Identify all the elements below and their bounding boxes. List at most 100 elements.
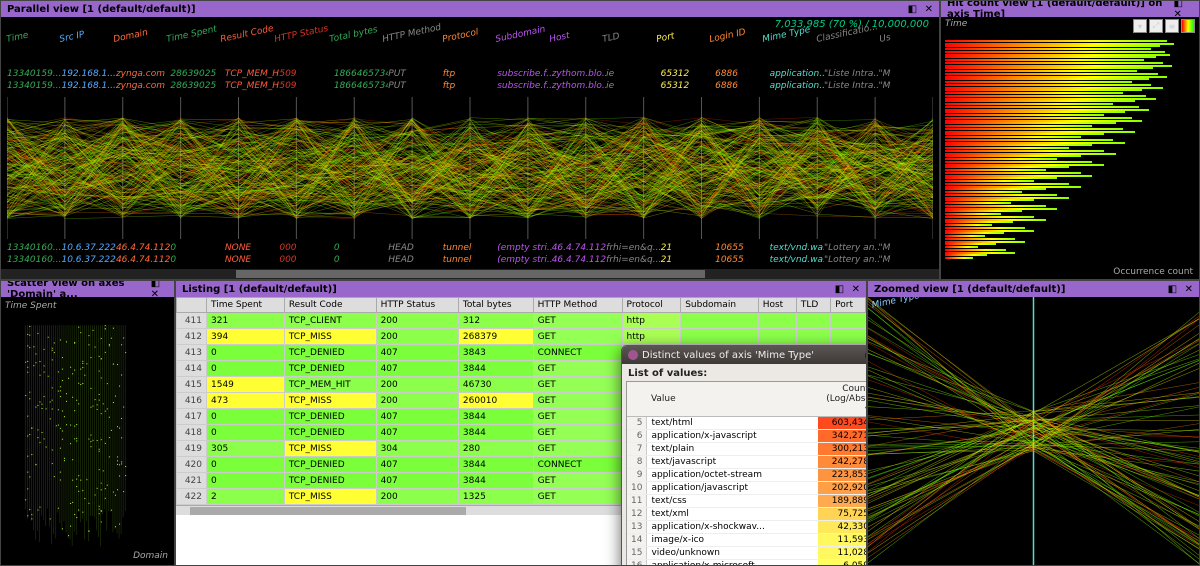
- table-cell[interactable]: [758, 313, 796, 329]
- detach-icon[interactable]: ◧: [151, 280, 160, 289]
- listing-body[interactable]: Time SpentResult CodeHTTP StatusTotal by…: [176, 297, 866, 565]
- axis-label[interactable]: Port: [655, 24, 710, 49]
- table-cell[interactable]: [681, 329, 759, 345]
- table-row[interactable]: 11text/css189,8891.9%: [627, 495, 866, 508]
- parallel-body[interactable]: 7,033,985 (70 %) / 10,000,000 TimeSrc IP…: [1, 17, 939, 279]
- table-cell[interactable]: 200: [376, 313, 458, 329]
- table-cell[interactable]: 2: [207, 489, 285, 505]
- column-header[interactable]: Subdomain: [681, 298, 759, 313]
- table-row[interactable]: 12text/xml75,7250.8%: [627, 508, 866, 521]
- table-cell[interactable]: 3843: [458, 345, 533, 361]
- axis-label[interactable]: Src IP: [59, 24, 114, 49]
- value-cell[interactable]: text/xml: [647, 508, 818, 521]
- table-cell[interactable]: GET: [533, 473, 622, 489]
- table-cell[interactable]: 46730: [458, 377, 533, 393]
- popup-table[interactable]: ValueCount (Log/Abs) ▾5text/html603,4346…: [627, 382, 866, 565]
- value-cell[interactable]: application/octet-stream: [647, 469, 818, 482]
- value-cell[interactable]: text/html: [647, 417, 818, 430]
- scatter-header[interactable]: Scatter view on axes 'Domain' a... ◧ ✕: [1, 281, 174, 297]
- expand-icon[interactable]: ⤢: [1149, 19, 1163, 33]
- table-cell[interactable]: 407: [376, 409, 458, 425]
- column-header[interactable]: HTTP Method: [533, 298, 622, 313]
- axis-label[interactable]: Result Code: [219, 24, 275, 49]
- table-cell[interactable]: [681, 313, 759, 329]
- close-icon[interactable]: ✕: [1185, 284, 1193, 295]
- table-cell[interactable]: GET: [533, 329, 622, 345]
- close-icon[interactable]: ✕: [925, 4, 933, 15]
- table-cell[interactable]: 1549: [207, 377, 285, 393]
- detach-icon[interactable]: ◧: [1168, 284, 1177, 295]
- table-cell[interactable]: TCP_MEM_HIT: [284, 377, 376, 393]
- distinct-values-popup[interactable]: Distinct values of axis 'Mime Type' – □ …: [621, 345, 866, 565]
- table-cell[interactable]: 200: [376, 393, 458, 409]
- hitcount-header[interactable]: Hit count view [1 (default/default)] on …: [941, 1, 1199, 17]
- table-cell[interactable]: 3844: [458, 409, 533, 425]
- axis-label[interactable]: Time Spent: [166, 24, 221, 49]
- table-cell[interactable]: 1325: [458, 489, 533, 505]
- parallel-hscroll[interactable]: [1, 269, 939, 279]
- table-cell[interactable]: TCP_MISS: [284, 329, 376, 345]
- table-cell[interactable]: GET: [533, 489, 622, 505]
- table-row[interactable]: 6application/x-javascript342,2713.4%: [627, 430, 866, 443]
- axis-label[interactable]: Host: [548, 24, 603, 49]
- scrollbar-thumb[interactable]: [190, 507, 466, 515]
- zoomed-header[interactable]: Zoomed view [1 (default/default)] ◧ ✕: [868, 281, 1199, 297]
- zoomed-body[interactable]: Mime Type: [868, 297, 1199, 565]
- table-cell[interactable]: 260010: [458, 393, 533, 409]
- table-cell[interactable]: CONNECT: [533, 457, 622, 473]
- axis-label[interactable]: HTTP Method: [382, 23, 443, 49]
- table-cell[interactable]: GET: [533, 313, 622, 329]
- table-row[interactable]: 13application/x-shockwav...42,3300.4%: [627, 521, 866, 534]
- table-cell[interactable]: 407: [376, 361, 458, 377]
- value-cell[interactable]: video/unknown: [647, 547, 818, 560]
- table-cell[interactable]: TCP_DENIED: [284, 425, 376, 441]
- table-cell[interactable]: 0: [207, 361, 285, 377]
- axis-label[interactable]: Domain: [112, 24, 167, 49]
- table-cell[interactable]: 407: [376, 473, 458, 489]
- table-cell[interactable]: TCP_DENIED: [284, 473, 376, 489]
- table-cell[interactable]: TCP_MISS: [284, 441, 376, 457]
- scrollbar-thumb[interactable]: [236, 270, 705, 278]
- column-header[interactable]: Port: [831, 298, 866, 313]
- axis-label[interactable]: Protocol: [441, 24, 496, 49]
- axis-label[interactable]: Subdomain: [495, 24, 550, 49]
- table-cell[interactable]: 394: [207, 329, 285, 345]
- minimize-icon[interactable]: –: [865, 350, 866, 361]
- axis-label[interactable]: Total bytes: [328, 24, 383, 49]
- table-cell[interactable]: TCP_DENIED: [284, 409, 376, 425]
- table-row[interactable]: 7text/plain300,2133.0%: [627, 443, 866, 456]
- column-header[interactable]: [177, 298, 207, 313]
- table-cell[interactable]: GET: [533, 441, 622, 457]
- table-cell[interactable]: TCP_MISS: [284, 393, 376, 409]
- table-cell[interactable]: 407: [376, 425, 458, 441]
- table-cell[interactable]: 407: [376, 457, 458, 473]
- detach-icon[interactable]: ◧: [1173, 0, 1182, 9]
- table-cell[interactable]: 280: [458, 441, 533, 457]
- value-cell[interactable]: text/javascript: [647, 456, 818, 469]
- table-cell[interactable]: 473: [207, 393, 285, 409]
- parallel-lines[interactable]: [7, 97, 933, 239]
- axis-label[interactable]: Login ID: [709, 24, 764, 49]
- table-cell[interactable]: 200: [376, 377, 458, 393]
- table-cell[interactable]: 0: [207, 409, 285, 425]
- table-cell[interactable]: 0: [207, 345, 285, 361]
- table-cell[interactable]: [831, 329, 866, 345]
- table-row[interactable]: 15video/unknown11,0280.1%: [627, 547, 866, 560]
- table-cell[interactable]: 3844: [458, 361, 533, 377]
- table-cell[interactable]: 321: [207, 313, 285, 329]
- detach-icon[interactable]: ◧: [908, 4, 917, 15]
- table-cell[interactable]: 407: [376, 345, 458, 361]
- table-cell[interactable]: GET: [533, 361, 622, 377]
- value-cell[interactable]: application/x-javascript: [647, 430, 818, 443]
- axis-label[interactable]: HTTP Status: [273, 24, 329, 49]
- column-header[interactable]: Count (Log/Abs) ▾: [818, 382, 866, 417]
- chevron-down-icon[interactable]: ▾: [865, 404, 866, 413]
- column-header[interactable]: Protocol: [622, 298, 681, 313]
- value-cell[interactable]: text/css: [647, 495, 818, 508]
- table-cell[interactable]: 0: [207, 457, 285, 473]
- parallel-header[interactable]: Parallel view [1 (default/default)] ◧ ✕: [1, 1, 939, 17]
- table-row[interactable]: 8text/javascript242,2782.4%: [627, 456, 866, 469]
- table-cell[interactable]: 3844: [458, 473, 533, 489]
- column-header[interactable]: Value: [647, 382, 818, 417]
- table-cell[interactable]: CONNECT: [533, 345, 622, 361]
